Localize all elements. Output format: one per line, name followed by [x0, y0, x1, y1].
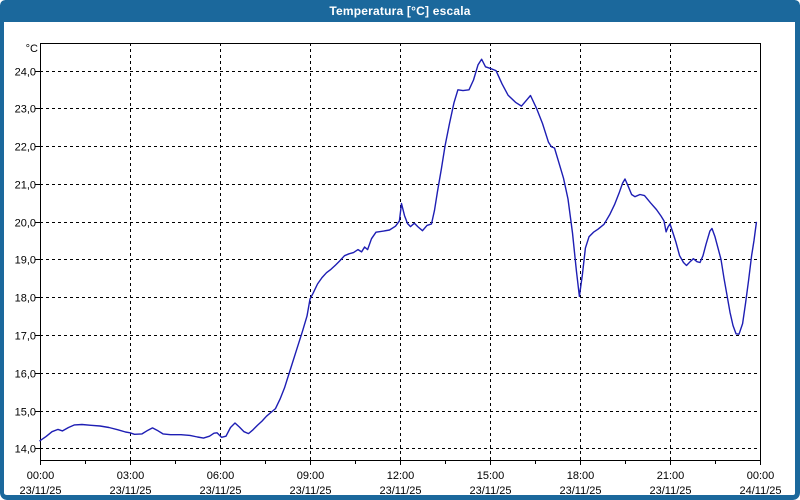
- x-tick-time-label: 15:00: [477, 470, 505, 482]
- y-tick-label: 20,0: [15, 218, 36, 230]
- x-tick-date-label: 23/11/25: [109, 485, 151, 497]
- window-titlebar[interactable]: Temperatura [°C] escala: [0, 0, 800, 22]
- y-tick-label: 23,0: [15, 104, 36, 116]
- y-tick-label: 21,0: [15, 180, 36, 192]
- x-tick-time-label: 00:00: [27, 470, 55, 482]
- x-tick-time-label: 00:00: [747, 470, 775, 482]
- x-tick-date-label: 23/11/25: [379, 485, 421, 497]
- y-tick-label: 17,0: [15, 331, 36, 343]
- x-tick-time-label: 03:00: [117, 470, 145, 482]
- y-tick-label: 22,0: [15, 142, 36, 154]
- y-tick-label: 14,0: [15, 444, 36, 456]
- x-tick-date-label: 23/11/25: [289, 485, 331, 497]
- x-tick-time-label: 21:00: [657, 470, 685, 482]
- x-tick-date-label: 24/11/25: [739, 485, 781, 497]
- x-tick-time-label: 09:00: [297, 470, 325, 482]
- x-tick-time-label: 06:00: [207, 470, 235, 482]
- x-tick-date-label: 23/11/25: [559, 485, 601, 497]
- x-tick-time-label: 12:00: [387, 470, 415, 482]
- x-tick-time-label: 18:00: [567, 470, 595, 482]
- plot-border: [40, 43, 761, 461]
- x-tick-date-label: 23/11/25: [19, 485, 61, 497]
- x-tick-date-label: 23/11/25: [469, 485, 511, 497]
- temperature-line: [39, 58, 758, 442]
- unit-label: °C: [26, 43, 38, 55]
- x-tick-date-label: 23/11/25: [649, 485, 691, 497]
- y-tick-label: 16,0: [15, 369, 36, 381]
- y-tick-label: 24,0: [15, 67, 36, 79]
- window-title: Temperatura [°C] escala: [329, 4, 471, 18]
- x-tick-date-label: 23/11/25: [199, 485, 241, 497]
- y-tick-label: 15,0: [15, 407, 36, 419]
- y-tick-label: 18,0: [15, 293, 36, 305]
- y-tick-label: 19,0: [15, 255, 36, 267]
